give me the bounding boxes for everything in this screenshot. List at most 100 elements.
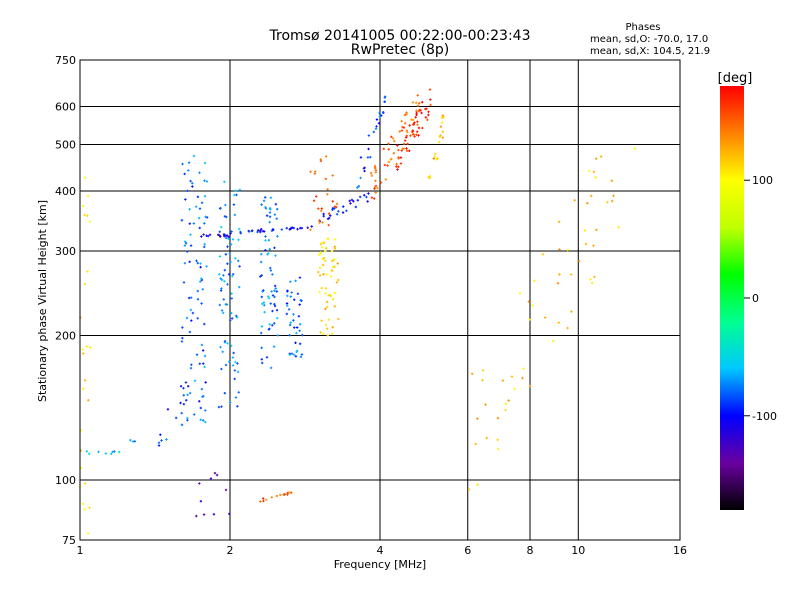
data-point bbox=[205, 180, 209, 183]
data-point bbox=[222, 298, 225, 301]
data-point bbox=[336, 262, 339, 265]
data-point bbox=[309, 228, 312, 231]
data-point bbox=[273, 322, 276, 325]
data-point bbox=[160, 439, 163, 442]
data-point bbox=[208, 233, 212, 236]
data-point bbox=[298, 322, 302, 326]
data-point bbox=[404, 136, 408, 139]
data-point bbox=[274, 254, 277, 257]
data-point bbox=[272, 228, 275, 231]
data-point bbox=[331, 325, 334, 329]
data-point bbox=[331, 297, 335, 301]
data-point bbox=[83, 282, 87, 286]
data-point bbox=[557, 220, 561, 223]
data-point bbox=[415, 133, 418, 136]
data-point bbox=[369, 155, 372, 159]
data-point bbox=[217, 405, 221, 409]
phases-legend-title: Phases bbox=[625, 22, 661, 33]
data-point bbox=[484, 403, 487, 406]
data-point bbox=[113, 450, 116, 453]
data-point bbox=[387, 160, 391, 164]
data-point bbox=[184, 381, 188, 384]
data-point bbox=[287, 491, 291, 494]
data-point bbox=[319, 331, 322, 334]
data-point bbox=[199, 418, 202, 421]
x-axis-label: Frequency [MHz] bbox=[334, 558, 426, 571]
data-point bbox=[413, 135, 416, 138]
data-point bbox=[275, 316, 279, 320]
data-point bbox=[188, 391, 192, 395]
data-point bbox=[203, 243, 206, 246]
data-point bbox=[333, 265, 336, 269]
data-point bbox=[606, 201, 609, 204]
data-point bbox=[86, 214, 89, 217]
data-point bbox=[363, 169, 366, 173]
data-point bbox=[203, 365, 206, 369]
data-point bbox=[314, 170, 317, 173]
x-tick-label: 4 bbox=[377, 544, 384, 557]
data-point bbox=[129, 438, 132, 442]
data-point bbox=[219, 206, 222, 210]
data-point bbox=[276, 334, 280, 337]
data-point bbox=[592, 244, 595, 247]
data-point bbox=[294, 279, 297, 282]
data-point bbox=[298, 303, 301, 306]
data-point bbox=[88, 220, 92, 223]
data-point bbox=[188, 260, 191, 264]
data-point bbox=[205, 265, 208, 268]
y-axis-label: Stationary phase Virtual Height [km] bbox=[36, 200, 49, 402]
data-point bbox=[295, 350, 298, 354]
data-point bbox=[189, 296, 193, 299]
data-point bbox=[474, 442, 477, 446]
data-point bbox=[401, 147, 404, 150]
colorbar-tick-label: 0 bbox=[752, 292, 759, 305]
data-point bbox=[329, 275, 333, 278]
data-point bbox=[271, 294, 275, 297]
data-point bbox=[282, 493, 286, 496]
data-point bbox=[225, 236, 228, 240]
data-point bbox=[382, 147, 385, 151]
data-point bbox=[267, 239, 271, 242]
data-point bbox=[81, 348, 84, 351]
data-point bbox=[408, 124, 411, 127]
data-point bbox=[321, 221, 324, 224]
data-point bbox=[232, 203, 236, 206]
data-point bbox=[259, 229, 262, 233]
data-point bbox=[274, 203, 278, 206]
data-point bbox=[319, 158, 323, 161]
data-point bbox=[400, 149, 403, 152]
data-point bbox=[337, 210, 340, 213]
data-point bbox=[331, 174, 334, 177]
data-point bbox=[433, 152, 437, 156]
data-point bbox=[181, 162, 184, 166]
data-point bbox=[290, 226, 293, 230]
data-point bbox=[269, 302, 272, 305]
data-point bbox=[416, 123, 419, 126]
data-point bbox=[88, 346, 92, 349]
data-point bbox=[350, 198, 354, 202]
data-point bbox=[157, 441, 161, 444]
data-point bbox=[551, 339, 555, 343]
data-point bbox=[400, 129, 404, 132]
data-point bbox=[260, 325, 264, 328]
data-point bbox=[262, 301, 266, 304]
data-point bbox=[273, 284, 277, 288]
data-point bbox=[592, 170, 596, 174]
data-point bbox=[227, 273, 231, 276]
data-point bbox=[329, 214, 332, 217]
data-point bbox=[476, 417, 479, 420]
data-point bbox=[410, 118, 413, 121]
data-point bbox=[497, 447, 500, 451]
data-point bbox=[203, 161, 207, 165]
data-point bbox=[260, 358, 264, 361]
data-point bbox=[270, 496, 274, 499]
data-point bbox=[286, 294, 289, 298]
data-point bbox=[313, 172, 317, 175]
data-point bbox=[290, 291, 293, 294]
data-point bbox=[220, 225, 223, 229]
data-point bbox=[411, 101, 415, 104]
data-point bbox=[187, 161, 191, 164]
data-point bbox=[133, 440, 137, 443]
data-point bbox=[317, 270, 320, 274]
data-point bbox=[427, 176, 430, 179]
